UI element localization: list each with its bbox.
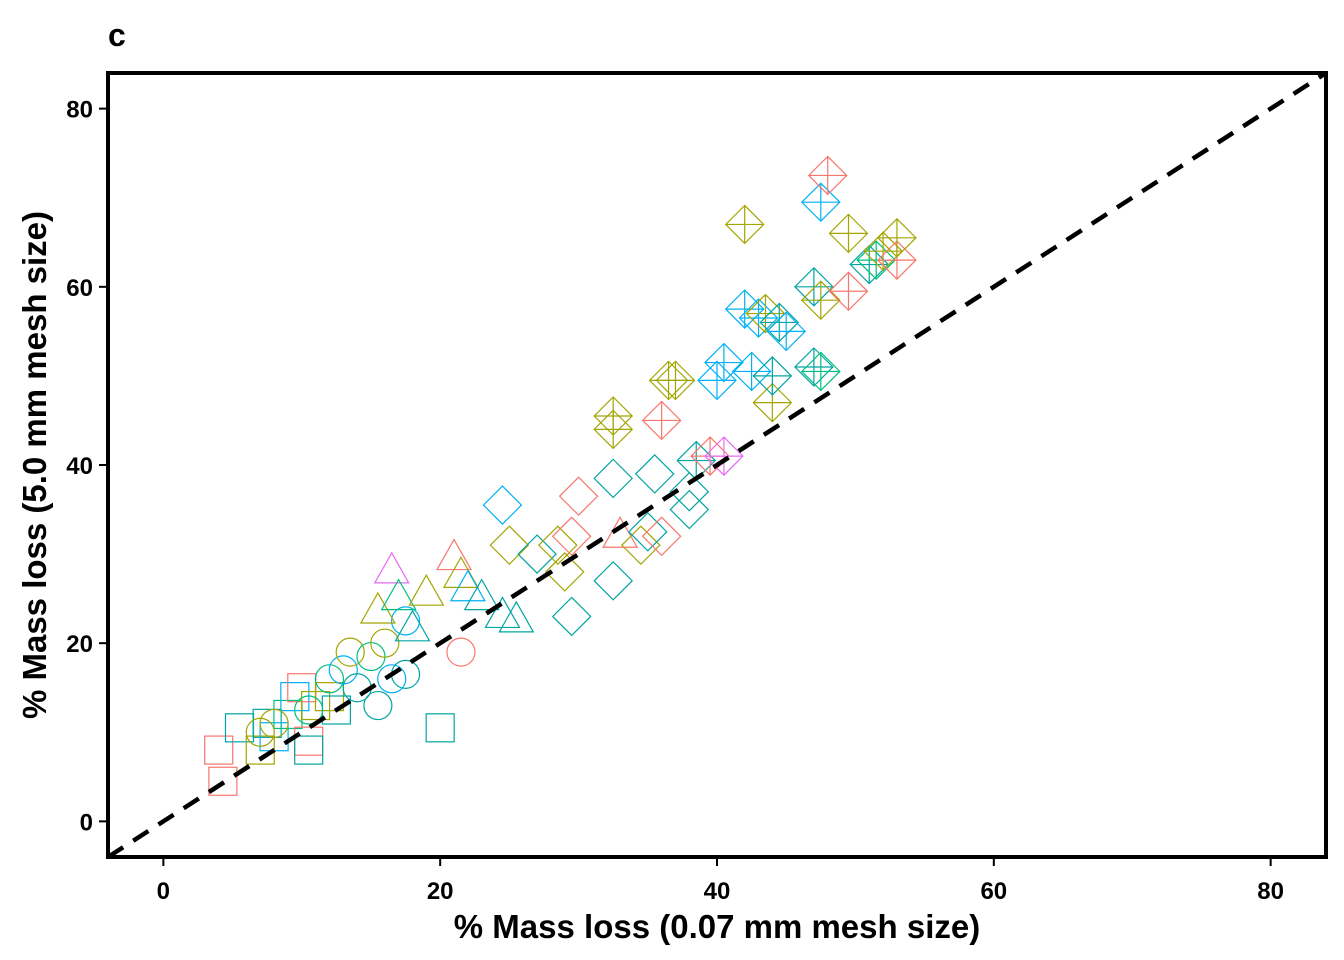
point-diamond-plus [828, 271, 869, 312]
point-diamond [558, 476, 599, 517]
y-tick-label: 0 [80, 809, 93, 836]
diamond-shape [482, 485, 523, 525]
point-circle [390, 606, 421, 636]
point-diamond [634, 454, 675, 494]
point-triangle [380, 578, 417, 611]
point-diamond [641, 516, 682, 557]
point-circle [259, 708, 289, 738]
diamond-shape [489, 525, 530, 566]
diamond-shape [593, 458, 634, 499]
point-square [294, 735, 324, 765]
x-tick-label: 80 [1257, 878, 1284, 905]
point-triangle [359, 591, 396, 624]
point-square [294, 726, 324, 756]
point-diamond [544, 552, 585, 592]
point-diamond-plus [655, 360, 696, 401]
plot-marks [204, 155, 917, 796]
point-diamond-plus [828, 213, 869, 254]
point-diamond [489, 525, 530, 566]
point-triangle [449, 569, 486, 602]
y-tick-label: 40 [66, 453, 93, 480]
point-triangle [602, 516, 639, 548]
point-circle [314, 664, 345, 694]
x-tick-label: 40 [704, 878, 731, 905]
x-tick-label: 20 [427, 878, 454, 905]
y-tick-label: 60 [66, 275, 93, 302]
point-diamond-plus [766, 311, 807, 352]
point-diamond-plus [724, 204, 765, 245]
diamond-shape [621, 525, 661, 566]
y-axis-title: % Mass loss (5.0 mm mesh size) [16, 211, 53, 719]
diamond-shape [669, 489, 710, 530]
diamond-shape [544, 552, 585, 592]
panel-label: c [108, 17, 126, 53]
diamond-shape [593, 560, 634, 601]
point-circle [245, 717, 275, 747]
point-diamond-plus [752, 356, 793, 396]
point-square [204, 735, 234, 765]
point-diamond-plus [807, 155, 848, 196]
point-diamond-plus [800, 351, 841, 392]
point-diamond [482, 485, 523, 525]
point-circle [377, 664, 407, 694]
point-square [314, 682, 345, 712]
point-diamond-plus [800, 280, 841, 321]
diamond-shape [551, 516, 592, 557]
point-diamond-plus [704, 436, 744, 476]
point-diamond [669, 489, 710, 530]
x-tick-label: 60 [980, 878, 1007, 905]
point-square [425, 713, 455, 743]
point-square [252, 708, 282, 738]
point-square [208, 766, 238, 796]
point-triangle [498, 600, 535, 633]
diamond-shape [517, 534, 557, 574]
x-axis-title: % Mass loss (0.07 mm mesh size) [454, 908, 980, 945]
point-diamond-plus [697, 360, 737, 401]
point-diamond [551, 516, 592, 557]
identity-reference-line [106, 71, 1328, 859]
point-diamond [551, 596, 592, 637]
point-diamond [621, 525, 661, 566]
point-triangle [394, 609, 431, 642]
point-circle [363, 690, 393, 721]
point-diamond-plus [704, 342, 744, 383]
point-diamond [517, 534, 557, 574]
point-diamond-plus [759, 302, 800, 343]
x-tick-label: 0 [157, 878, 170, 905]
diamond-shape [537, 525, 578, 566]
point-diamond [593, 560, 634, 601]
diamond-shape [634, 454, 675, 494]
point-diamond-plus [593, 409, 634, 450]
diamond-shape [627, 511, 668, 552]
point-diamond-plus [794, 347, 834, 387]
point-diamond [593, 458, 634, 499]
point-diamond-plus [800, 182, 841, 223]
point-diamond-plus [745, 293, 786, 334]
diamond-shape [558, 476, 599, 517]
diamond-shape [551, 596, 592, 637]
y-tick-label: 20 [66, 631, 93, 658]
point-circle [335, 637, 365, 667]
point-circle [446, 637, 476, 667]
point-circle [294, 695, 324, 725]
diamond-shape [669, 471, 710, 512]
point-diamond [669, 471, 710, 512]
point-diamond-plus [863, 231, 903, 272]
point-diamond-plus [877, 217, 917, 258]
point-triangle [373, 551, 410, 584]
point-circle [370, 628, 400, 658]
axis-ticks: 0 20 40 60 80 0 20 40 60 80 [66, 97, 1284, 905]
point-diamond [627, 511, 668, 552]
diamond-shape [641, 516, 682, 557]
y-tick-label: 80 [66, 97, 93, 124]
point-diamond [537, 525, 578, 566]
point-square [224, 713, 255, 743]
point-triangle [408, 573, 445, 606]
point-diamond-plus [641, 400, 682, 441]
point-triangle [463, 578, 500, 611]
